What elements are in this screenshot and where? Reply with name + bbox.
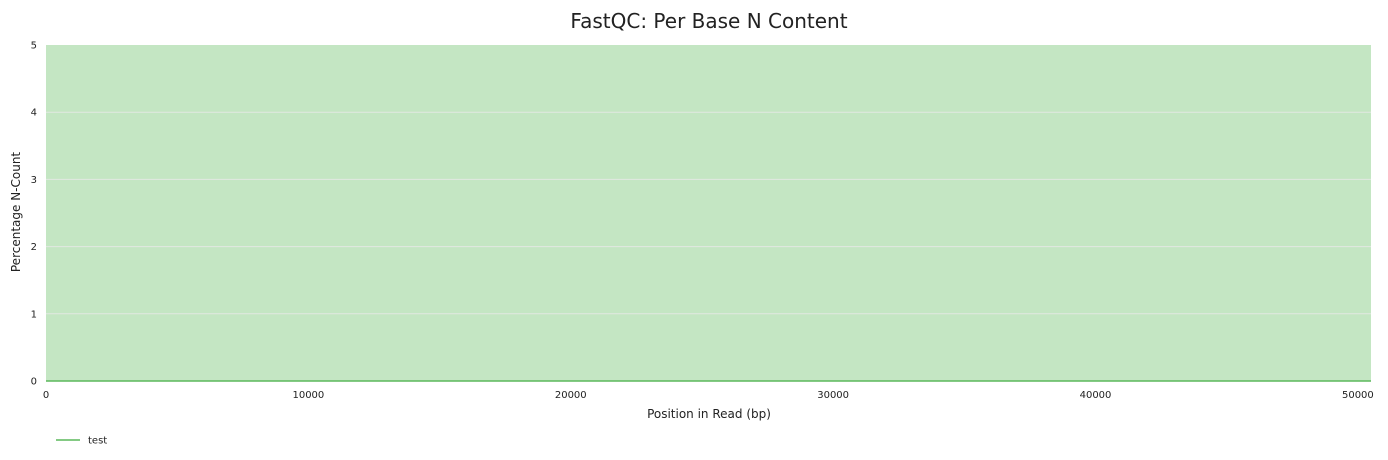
y-tick-label-5: 5 <box>31 41 37 52</box>
x-tick-label-40000: 40000 <box>1080 390 1112 401</box>
plot-area <box>46 45 1371 382</box>
x-tick-label-30000: 30000 <box>817 390 849 401</box>
y-tick-label-3: 3 <box>31 175 37 186</box>
y-tick-label-1: 1 <box>31 309 37 320</box>
x-axis-label: Position in Read (bp) <box>647 407 771 421</box>
x-tick-label-20000: 20000 <box>555 390 587 401</box>
background-band <box>46 45 1371 381</box>
x-tick-label-10000: 10000 <box>292 390 324 401</box>
y-axis-ticks: 0 1 2 3 4 5 <box>31 41 37 388</box>
chart-title: FastQC: Per Base N Content <box>570 9 847 33</box>
legend-label-test: test <box>88 436 107 447</box>
legend[interactable]: test <box>56 436 107 447</box>
y-tick-label-2: 2 <box>31 242 37 253</box>
x-axis-ticks: 0 10000 20000 30000 40000 50000 <box>43 390 1374 401</box>
x-tick-label-0: 0 <box>43 390 49 401</box>
y-tick-label-0: 0 <box>31 377 37 388</box>
y-axis-label: Percentage N-Count <box>9 152 23 273</box>
x-tick-label-50000: 50000 <box>1342 390 1374 401</box>
grid-lines <box>46 111 1371 315</box>
y-tick-label-4: 4 <box>31 108 37 119</box>
